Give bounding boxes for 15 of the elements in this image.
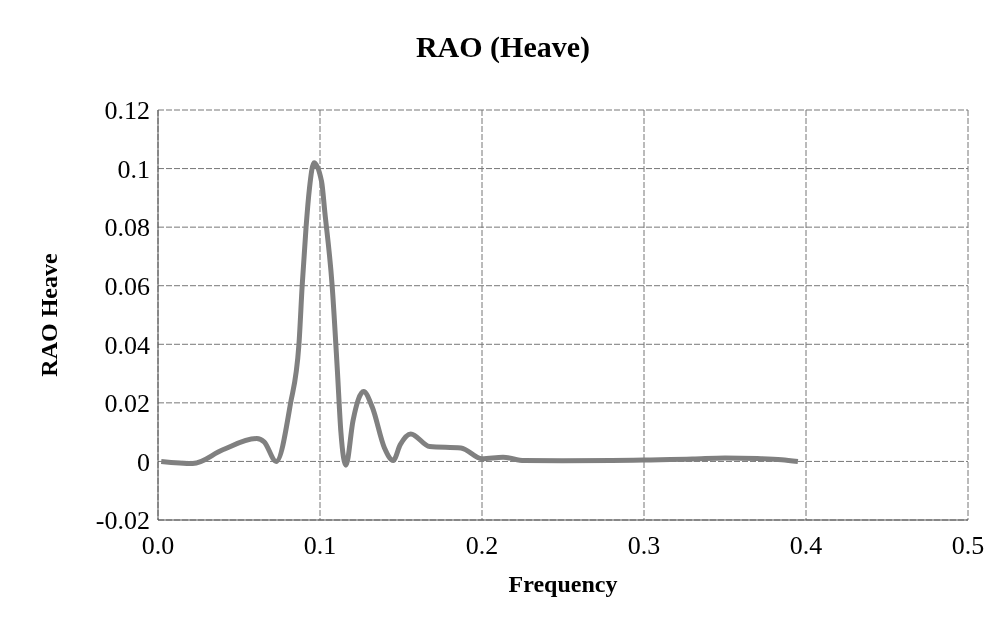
y-tick-label: 0 xyxy=(137,447,150,477)
y-tick-label: 0.04 xyxy=(104,330,150,360)
x-tick-label: 0.2 xyxy=(465,531,499,561)
x-tick-label: 0.5 xyxy=(951,531,985,561)
x-tick-label: 0.1 xyxy=(303,531,337,561)
x-tick-label: 0.3 xyxy=(627,531,661,561)
y-axis-title: RAO Heave xyxy=(35,253,62,377)
chart-title: RAO (Heave) xyxy=(414,29,592,65)
y-tick-label: 0.08 xyxy=(104,213,150,243)
x-tick-label: 0.4 xyxy=(789,531,823,561)
x-axis-title: Frequency xyxy=(508,571,618,597)
y-tick-label: 0.1 xyxy=(117,154,150,184)
y-tick-label: 0.02 xyxy=(104,389,150,419)
y-tick-label: 0.12 xyxy=(104,96,150,126)
y-tick-label: 0.06 xyxy=(104,271,150,301)
